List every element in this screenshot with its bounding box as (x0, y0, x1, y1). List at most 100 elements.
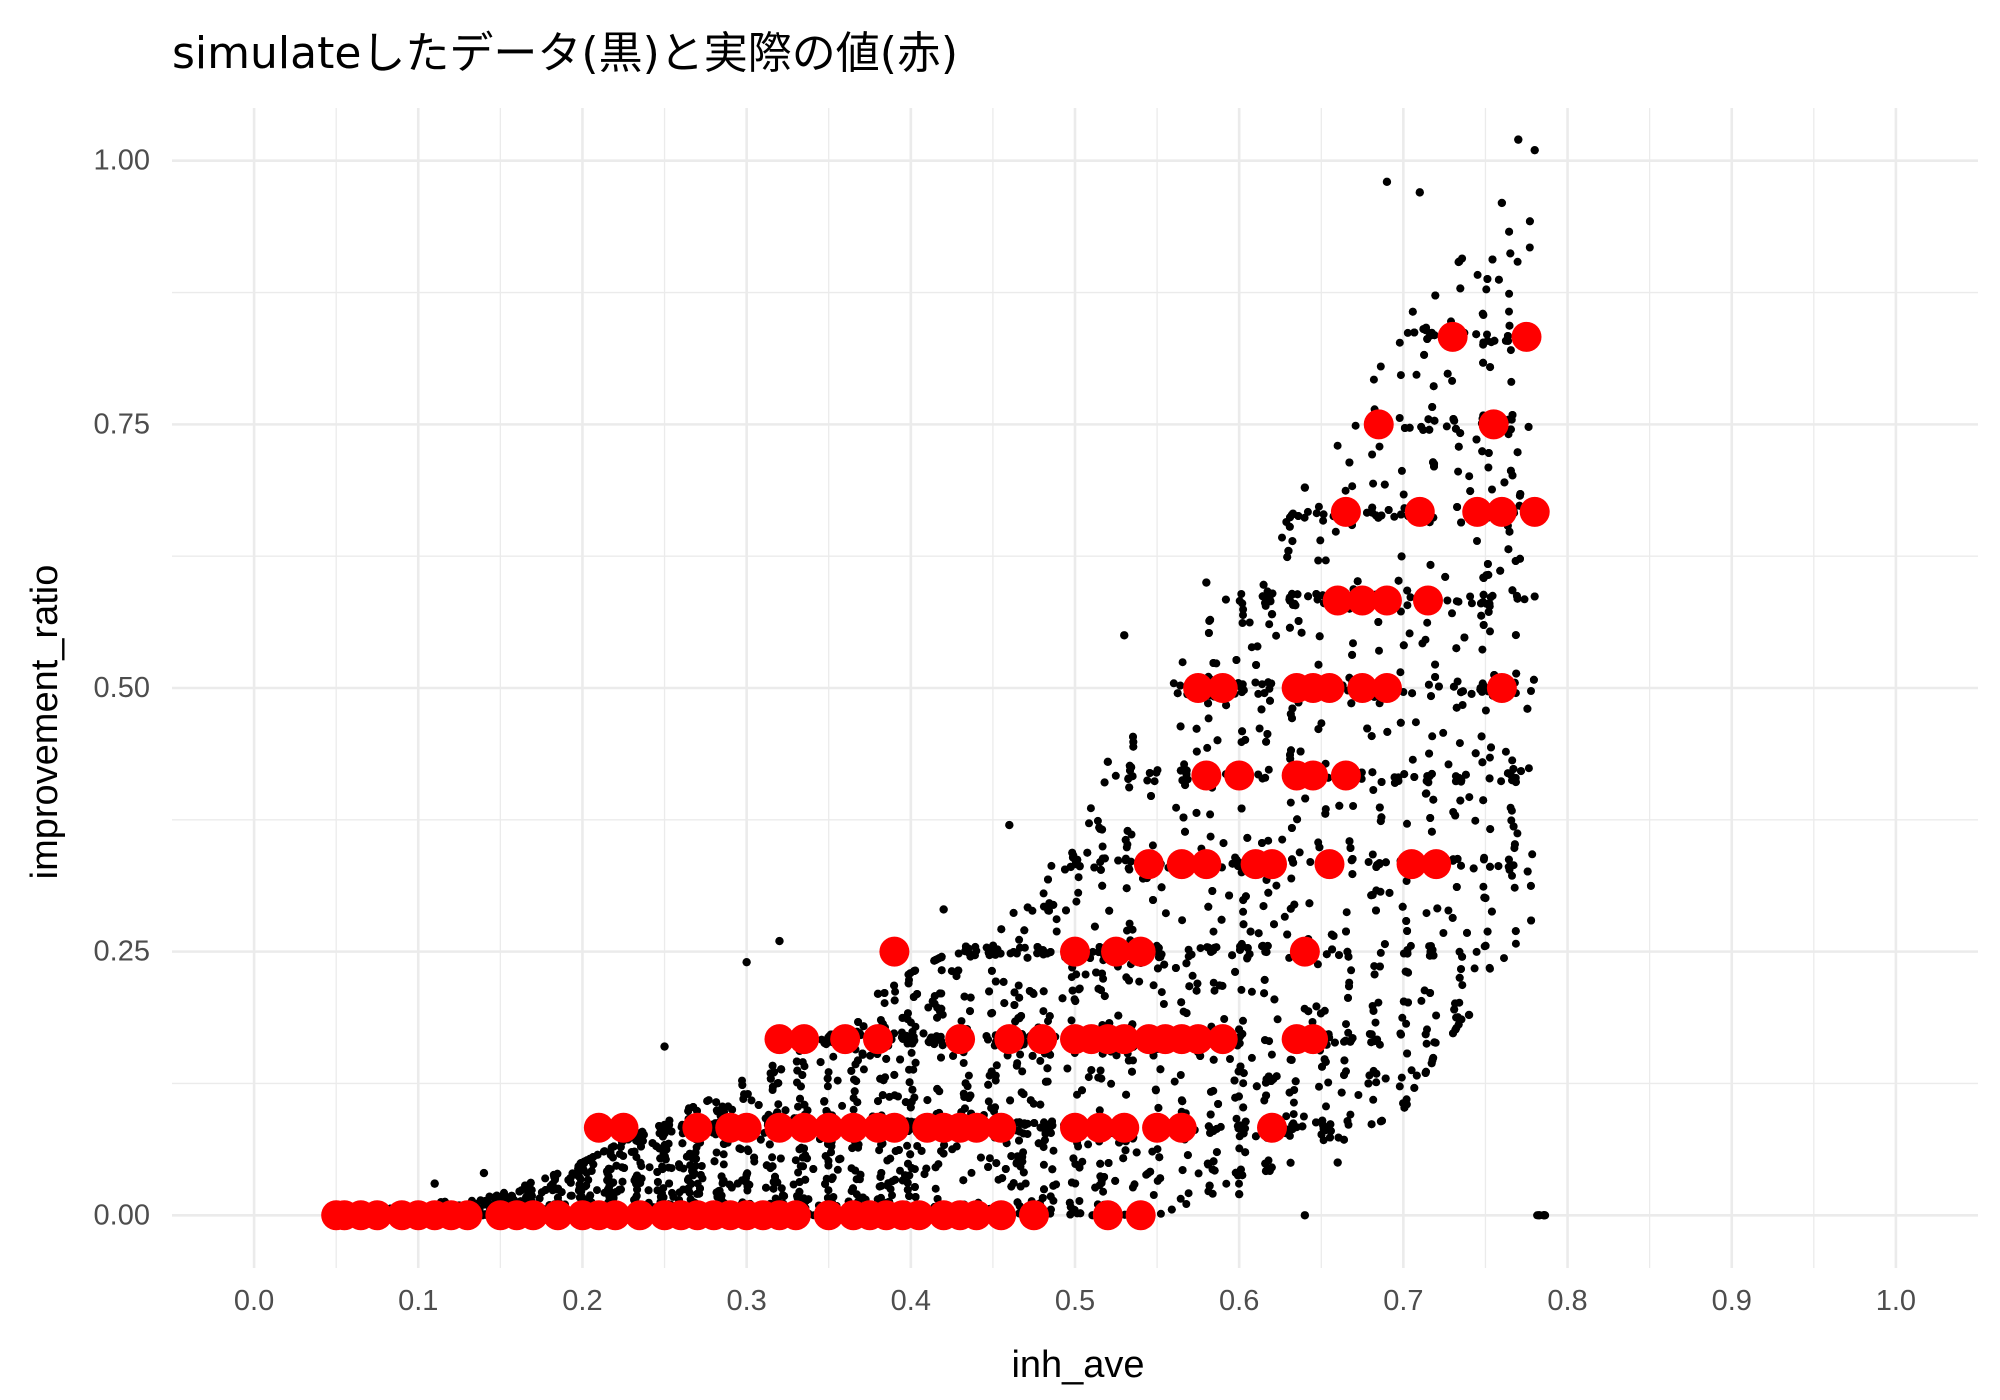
simulated-point (1455, 739, 1464, 748)
simulated-point (1176, 1194, 1185, 1203)
simulated-point (1299, 1112, 1308, 1121)
simulated-point (1312, 509, 1321, 518)
simulated-point (1272, 881, 1281, 890)
simulated-point (1448, 376, 1457, 385)
simulated-point (1098, 969, 1106, 978)
simulated-point (1049, 1146, 1058, 1155)
simulated-point (1278, 835, 1287, 844)
simulated-point (1486, 627, 1494, 636)
simulated-point (939, 1149, 948, 1158)
simulated-point (1381, 1074, 1390, 1083)
simulated-point (1009, 1179, 1018, 1188)
simulated-point (1239, 920, 1248, 929)
simulated-point (957, 1017, 966, 1026)
simulated-point (1301, 794, 1310, 803)
simulated-point (1206, 1087, 1215, 1096)
simulated-point (1016, 943, 1024, 952)
simulated-point (1270, 995, 1279, 1004)
simulated-point (1204, 714, 1213, 723)
simulated-point (1090, 863, 1099, 872)
simulated-point (742, 1171, 751, 1180)
simulated-point (985, 1154, 994, 1163)
simulated-point (1513, 448, 1522, 457)
simulated-point (1128, 1067, 1136, 1076)
simulated-point (1401, 967, 1410, 976)
simulated-point (1485, 774, 1494, 783)
simulated-point (848, 1144, 857, 1153)
simulated-point (1400, 770, 1409, 779)
simulated-point (728, 1105, 737, 1114)
simulated-point (1426, 989, 1435, 997)
simulated-point (898, 1013, 907, 1022)
simulated-point (744, 1147, 753, 1156)
simulated-point (792, 1057, 801, 1066)
simulated-point (1241, 735, 1250, 744)
simulated-point (1098, 842, 1107, 851)
simulated-point (1266, 696, 1274, 705)
simulated-point (1384, 506, 1393, 514)
simulated-point (631, 1194, 640, 1203)
simulated-point (967, 1168, 976, 1177)
simulated-point (1431, 291, 1440, 300)
simulated-point (1427, 827, 1436, 836)
simulated-point (1235, 1179, 1243, 1188)
simulated-point (796, 1094, 804, 1103)
simulated-point (1075, 984, 1084, 993)
simulated-point (1183, 1151, 1192, 1160)
simulated-point (824, 1186, 833, 1195)
simulated-point (1466, 592, 1475, 601)
simulated-point (684, 1107, 693, 1116)
simulated-point (1347, 966, 1356, 975)
simulated-point (548, 1180, 557, 1188)
simulated-point (1478, 309, 1487, 318)
simulated-point (1237, 590, 1246, 598)
simulated-point (966, 1007, 974, 1016)
simulated-point (1508, 411, 1517, 419)
simulated-point (1182, 959, 1191, 968)
simulated-point (1046, 1192, 1055, 1201)
simulated-point (1178, 1097, 1187, 1106)
simulated-point (1448, 913, 1457, 922)
simulated-point (1062, 906, 1070, 915)
simulated-point (1318, 1116, 1327, 1125)
simulated-point (1500, 954, 1508, 963)
simulated-point (796, 1082, 805, 1091)
simulated-point (1337, 1088, 1346, 1097)
simulated-point (1481, 941, 1490, 950)
simulated-point (1023, 903, 1032, 912)
simulated-point (1288, 855, 1296, 864)
simulated-point (1039, 1007, 1048, 1016)
simulated-point (1306, 858, 1315, 866)
simulated-point (687, 1179, 696, 1188)
simulated-point (1368, 503, 1377, 512)
simulated-point (1159, 1000, 1168, 1008)
simulated-point (1128, 772, 1137, 781)
simulated-point (1340, 1056, 1349, 1065)
simulated-point (1430, 1038, 1439, 1047)
simulated-point (985, 987, 994, 996)
simulated-point (866, 1051, 875, 1060)
simulated-point (1505, 289, 1514, 298)
simulated-point (615, 1150, 624, 1158)
simulated-point (1196, 944, 1205, 953)
simulated-point (1219, 839, 1228, 848)
simulated-point (1123, 926, 1131, 935)
simulated-point (1081, 970, 1090, 979)
simulated-point (833, 1165, 842, 1174)
simulated-point (1297, 628, 1306, 637)
simulated-point (1483, 275, 1492, 283)
simulated-point (1448, 609, 1456, 618)
simulated-point (1427, 1059, 1436, 1068)
simulated-point (1112, 1051, 1121, 1060)
simulated-point (1038, 1194, 1047, 1202)
simulated-point (1154, 1103, 1163, 1112)
simulated-point (1045, 906, 1053, 915)
simulated-point (947, 967, 956, 976)
simulated-point (1452, 644, 1461, 653)
simulated-point (1353, 577, 1362, 586)
simulated-point (933, 1013, 942, 1022)
simulated-point (1452, 597, 1461, 606)
simulated-point (1483, 560, 1492, 568)
simulated-point (1114, 1011, 1123, 1020)
